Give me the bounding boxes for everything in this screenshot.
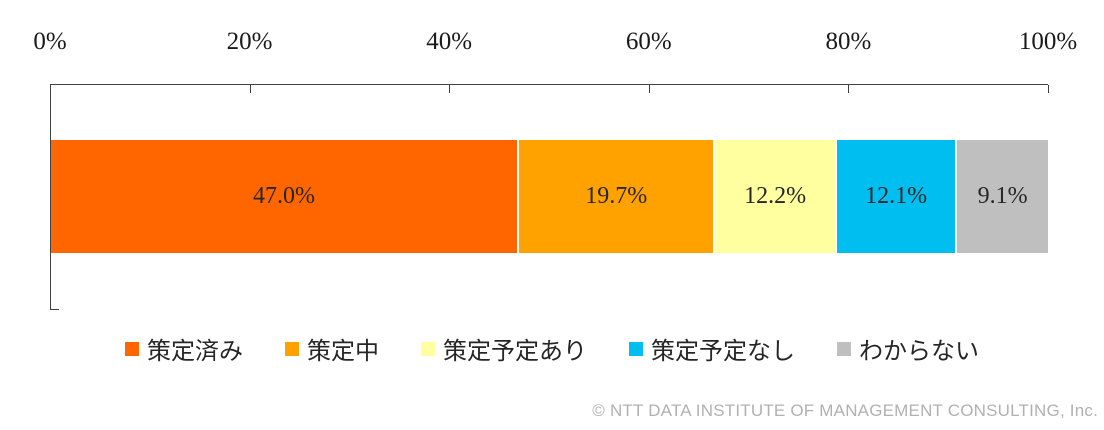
- x-axis-tick-label: 100%: [1018, 28, 1078, 55]
- bar-segment-value-label: 47.0%: [253, 183, 316, 209]
- x-axis-tick-label: 80%: [825, 28, 872, 55]
- x-axis-tick-mark: [648, 85, 650, 93]
- x-axis-tick-label: 20%: [226, 28, 273, 55]
- x-axis-tick-mark: [249, 85, 251, 93]
- legend: 策定済み 策定中 策定予定あり 策定予定なし わからない: [0, 331, 1104, 366]
- legend-label: 策定予定なし: [651, 339, 795, 365]
- bar-segment-value-label: 9.1%: [977, 183, 1028, 209]
- legend-label: 策定中: [307, 339, 379, 365]
- legend-swatch-icon: [837, 341, 851, 356]
- copyright-text: © NTT DATA INSTITUTE OF MANAGEMENT CONSU…: [592, 401, 1098, 420]
- legend-swatch-icon: [629, 341, 643, 356]
- x-axis-tick-label: 0%: [33, 28, 67, 55]
- y-axis-line: [50, 84, 51, 309]
- bar-segment-value-label: 12.2%: [744, 183, 807, 209]
- bar-segment-5: 9.1%: [957, 140, 1048, 253]
- bar-segment-4: 12.1%: [836, 140, 958, 253]
- x-axis-tick-labels: 0% 20% 40% 60% 80% 100%: [33, 28, 1077, 60]
- x-axis-tick-label: 40%: [426, 28, 473, 55]
- x-axis-tick-mark: [1048, 85, 1049, 93]
- legend-label: 策定予定あり: [443, 339, 587, 365]
- bar-segment-3: 12.2%: [715, 140, 837, 253]
- stacked-bar: 47.0% 19.7% 12.2% 12.1% 9.1%: [51, 140, 1048, 253]
- legend-label: 策定済み: [147, 339, 243, 365]
- legend-item-1: 策定済み: [125, 331, 243, 366]
- legend-item-4: 策定予定なし: [629, 331, 795, 366]
- bar-segment-2: 19.7%: [519, 140, 716, 253]
- legend-label: わからない: [859, 339, 979, 365]
- x-axis-tick-mark: [848, 85, 850, 93]
- x-axis-line: [50, 84, 1049, 93]
- legend-swatch-icon: [125, 341, 139, 356]
- x-axis-tick-mark: [449, 85, 451, 93]
- legend-item-2: 策定中: [285, 331, 379, 366]
- legend-item-5: わからない: [837, 331, 979, 366]
- bar-segment-1: 47.0%: [51, 140, 520, 253]
- legend-item-3: 策定予定あり: [421, 331, 587, 366]
- bar-segment-value-label: 19.7%: [585, 183, 648, 209]
- legend-swatch-icon: [421, 341, 435, 356]
- y-axis-bottom-tick: [50, 309, 59, 310]
- bar-segment-value-label: 12.1%: [865, 183, 928, 209]
- legend-swatch-icon: [285, 341, 299, 356]
- x-axis-tick-label: 60%: [625, 28, 672, 55]
